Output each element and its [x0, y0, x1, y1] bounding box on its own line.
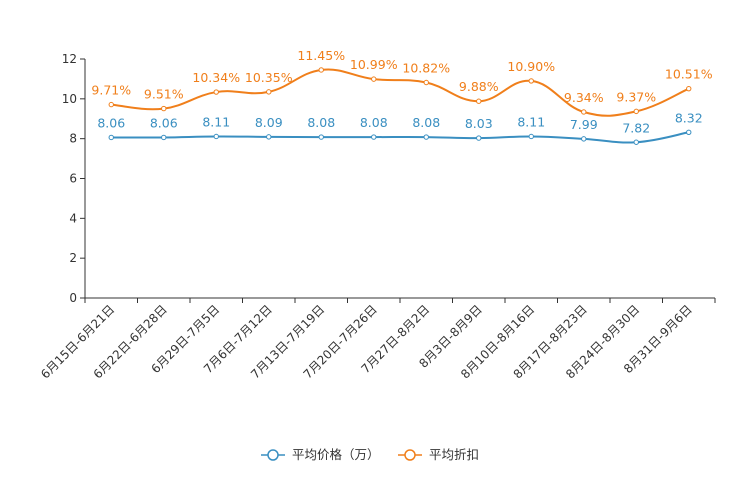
series-discount-point[interactable] — [686, 85, 692, 92]
axes: 0246810126月15日-6月21日6月22日-6月28日6月29日-7月5… — [38, 52, 716, 382]
series-discount-data-label: 9.88% — [459, 79, 499, 94]
series-discount-data-label: 9.71% — [91, 83, 131, 98]
series-price-point[interactable] — [476, 135, 482, 141]
series-price-point[interactable] — [161, 134, 167, 141]
legend-label: 平均价格（万） — [292, 447, 380, 462]
series-discount-point[interactable] — [423, 79, 429, 86]
series-price-point[interactable] — [318, 134, 324, 140]
series-price-legend-item[interactable]: 平均价格（万） — [261, 447, 380, 462]
series-price-point[interactable] — [528, 133, 534, 140]
series-discount-point[interactable] — [213, 89, 219, 95]
series-discount-legend-item[interactable]: 平均折扣 — [398, 447, 479, 462]
y-tick-label: 0 — [69, 291, 77, 305]
series-discount-point[interactable] — [633, 108, 639, 115]
y-tick-label: 8 — [69, 132, 77, 146]
series-discount-point[interactable] — [371, 76, 377, 82]
series-price-data-label: 8.09 — [255, 115, 283, 130]
series-price-point[interactable] — [686, 129, 692, 135]
series-price-point[interactable] — [581, 136, 587, 142]
series-discount-data-label: 10.34% — [192, 70, 240, 85]
series-price-data-label: 8.11 — [202, 114, 230, 129]
legend-label: 平均折扣 — [429, 447, 479, 462]
series-price-data-label: 8.03 — [465, 116, 493, 131]
series-discount-data-label: 10.35% — [245, 70, 293, 85]
series-price-data-label: 8.11 — [517, 114, 545, 129]
series-price-data-label: 7.99 — [570, 117, 598, 132]
series-price-point[interactable] — [633, 139, 639, 145]
series-price-point[interactable] — [213, 133, 219, 140]
y-tick-label: 10 — [62, 92, 77, 106]
series-discount-data-label: 9.37% — [616, 89, 656, 104]
series-discount-data-label: 10.82% — [402, 61, 450, 76]
series-discount-point[interactable] — [318, 67, 324, 73]
series-discount-point[interactable] — [581, 109, 587, 115]
series-price-data-label: 8.08 — [360, 115, 388, 130]
series-discount-point[interactable] — [108, 101, 114, 108]
legend-marker-icon — [267, 449, 279, 461]
y-tick-label: 6 — [69, 172, 77, 186]
y-tick-label: 12 — [62, 52, 77, 66]
series-price-data-label: 8.06 — [97, 115, 125, 130]
series-discount-data-label: 10.51% — [665, 67, 713, 82]
y-tick-label: 4 — [69, 211, 77, 225]
series-price-point[interactable] — [266, 134, 272, 140]
series-discount-data-label: 9.51% — [144, 87, 184, 102]
series-discount-data-label: 10.90% — [507, 59, 555, 74]
series-discount-point[interactable] — [266, 89, 272, 95]
data-labels: 8.06 8.06 8.11 8.09 8.08 8.08 8.08 8.03 8.11 7.99… — [91, 48, 712, 135]
series-discount-point[interactable] — [161, 105, 167, 112]
series-layer — [108, 67, 692, 145]
series-discount-point[interactable] — [528, 78, 534, 84]
series-price-data-label: 8.32 — [675, 110, 703, 125]
series-discount-point[interactable] — [476, 98, 482, 104]
series-discount-data-label: 9.34% — [564, 90, 604, 105]
series-price-data-label: 8.08 — [412, 115, 440, 130]
y-tick-label: 2 — [69, 251, 77, 265]
legend-marker-icon — [404, 449, 416, 461]
series-price-data-label: 8.08 — [307, 115, 335, 130]
series-price-point[interactable] — [371, 134, 377, 140]
series-discount-data-label: 10.99% — [350, 57, 398, 72]
series-price-data-label: 8.06 — [150, 115, 178, 130]
legend[interactable]: 平均价格（万） 平均折扣 — [261, 447, 479, 462]
series-price-line — [111, 131, 689, 144]
series-price-data-label: 7.82 — [622, 120, 650, 135]
series-discount-data-label: 11.45% — [297, 48, 345, 63]
series-price-point[interactable] — [423, 134, 429, 140]
series-price-point[interactable] — [108, 134, 114, 141]
